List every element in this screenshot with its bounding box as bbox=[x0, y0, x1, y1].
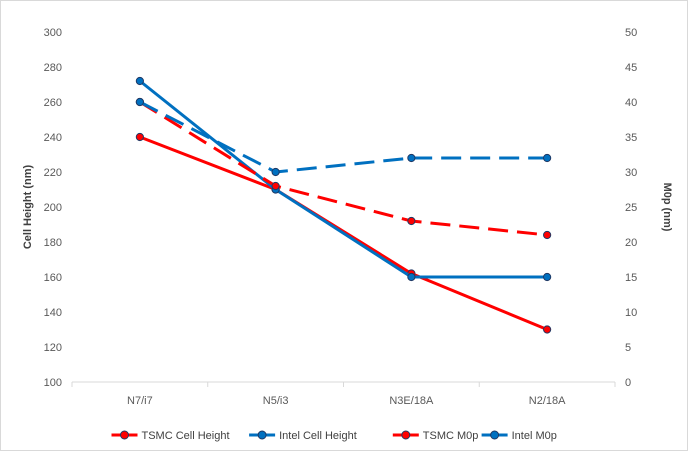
x-axis-ticks: N7/i7 N5/i3 N3E/18A N2/18A bbox=[71, 382, 616, 407]
x-tick-label: N5/i3 bbox=[263, 395, 289, 407]
data-point bbox=[135, 97, 144, 107]
data-point bbox=[543, 272, 552, 282]
legend-item: TSMC M0p bbox=[392, 430, 479, 442]
data-point bbox=[543, 153, 552, 163]
y-right-tick-label: 25 bbox=[625, 202, 637, 214]
legend-marker bbox=[120, 430, 129, 440]
y-right-tick-label: 45 bbox=[625, 62, 637, 74]
data-point bbox=[407, 153, 416, 163]
data-point bbox=[271, 181, 280, 191]
y-left-tick-label: 160 bbox=[44, 272, 62, 284]
data-point bbox=[543, 230, 552, 240]
y-left-tick-label: 140 bbox=[44, 307, 62, 319]
y-right-tick-label: 35 bbox=[625, 132, 637, 144]
y-right-tick-label: 0 bbox=[625, 377, 631, 389]
y-left-axis-title: Cell Height (nm) bbox=[22, 165, 34, 250]
right-axis-ticks: 0 5 10 15 20 25 30 35 40 45 50 bbox=[625, 27, 637, 389]
series-line bbox=[139, 100, 548, 174]
series-intel-m0p bbox=[135, 97, 552, 177]
y-right-tick-label: 40 bbox=[625, 97, 637, 109]
data-point bbox=[135, 76, 144, 86]
legend-label: Intel Cell Height bbox=[279, 430, 357, 442]
legend-label: Intel M0p bbox=[512, 430, 557, 442]
legend-marker bbox=[490, 430, 500, 440]
y-right-tick-label: 10 bbox=[625, 307, 637, 319]
y-left-tick-label: 200 bbox=[44, 202, 62, 214]
y-left-tick-label: 180 bbox=[44, 237, 62, 249]
x-tick-label: N7/i7 bbox=[127, 395, 153, 407]
legend-marker bbox=[257, 430, 267, 440]
y-left-tick-label: 240 bbox=[44, 132, 62, 144]
legend-item: Intel M0p bbox=[481, 430, 557, 442]
data-point bbox=[407, 216, 416, 226]
y-left-tick-label: 220 bbox=[44, 167, 62, 179]
y-left-tick-label: 120 bbox=[44, 342, 62, 354]
y-left-tick-label: 280 bbox=[44, 62, 62, 74]
y-left-tick-label: 100 bbox=[44, 377, 62, 389]
y-right-tick-label: 30 bbox=[625, 167, 637, 179]
data-point bbox=[135, 132, 144, 142]
y-right-tick-label: 5 bbox=[625, 342, 631, 354]
y-right-axis-title: M0p (nm) bbox=[661, 183, 673, 232]
series-layer bbox=[135, 76, 552, 334]
series-line bbox=[138, 79, 548, 279]
left-axis-ticks: 100 120 140 160 180 200 220 240 260 280 300 bbox=[44, 27, 62, 389]
legend-item: TSMC Cell Height bbox=[111, 430, 230, 442]
legend: TSMC Cell Height Intel Cell Height TSMC M0… bbox=[111, 430, 557, 442]
data-point bbox=[543, 325, 552, 334]
y-left-tick-label: 300 bbox=[44, 27, 62, 39]
legend-marker bbox=[401, 430, 411, 440]
legend-label: TSMC M0p bbox=[423, 430, 479, 442]
y-right-tick-label: 50 bbox=[625, 27, 637, 39]
y-right-tick-label: 15 bbox=[625, 272, 637, 284]
data-point bbox=[407, 272, 416, 282]
y-left-tick-label: 260 bbox=[44, 97, 62, 109]
legend-label: TSMC Cell Height bbox=[142, 430, 230, 442]
data-point bbox=[271, 167, 280, 177]
y-right-tick-label: 20 bbox=[625, 237, 637, 249]
legend-item: Intel Cell Height bbox=[249, 430, 357, 442]
x-tick-label: N3E/18A bbox=[389, 395, 434, 407]
x-tick-label: N2/18A bbox=[529, 395, 566, 407]
